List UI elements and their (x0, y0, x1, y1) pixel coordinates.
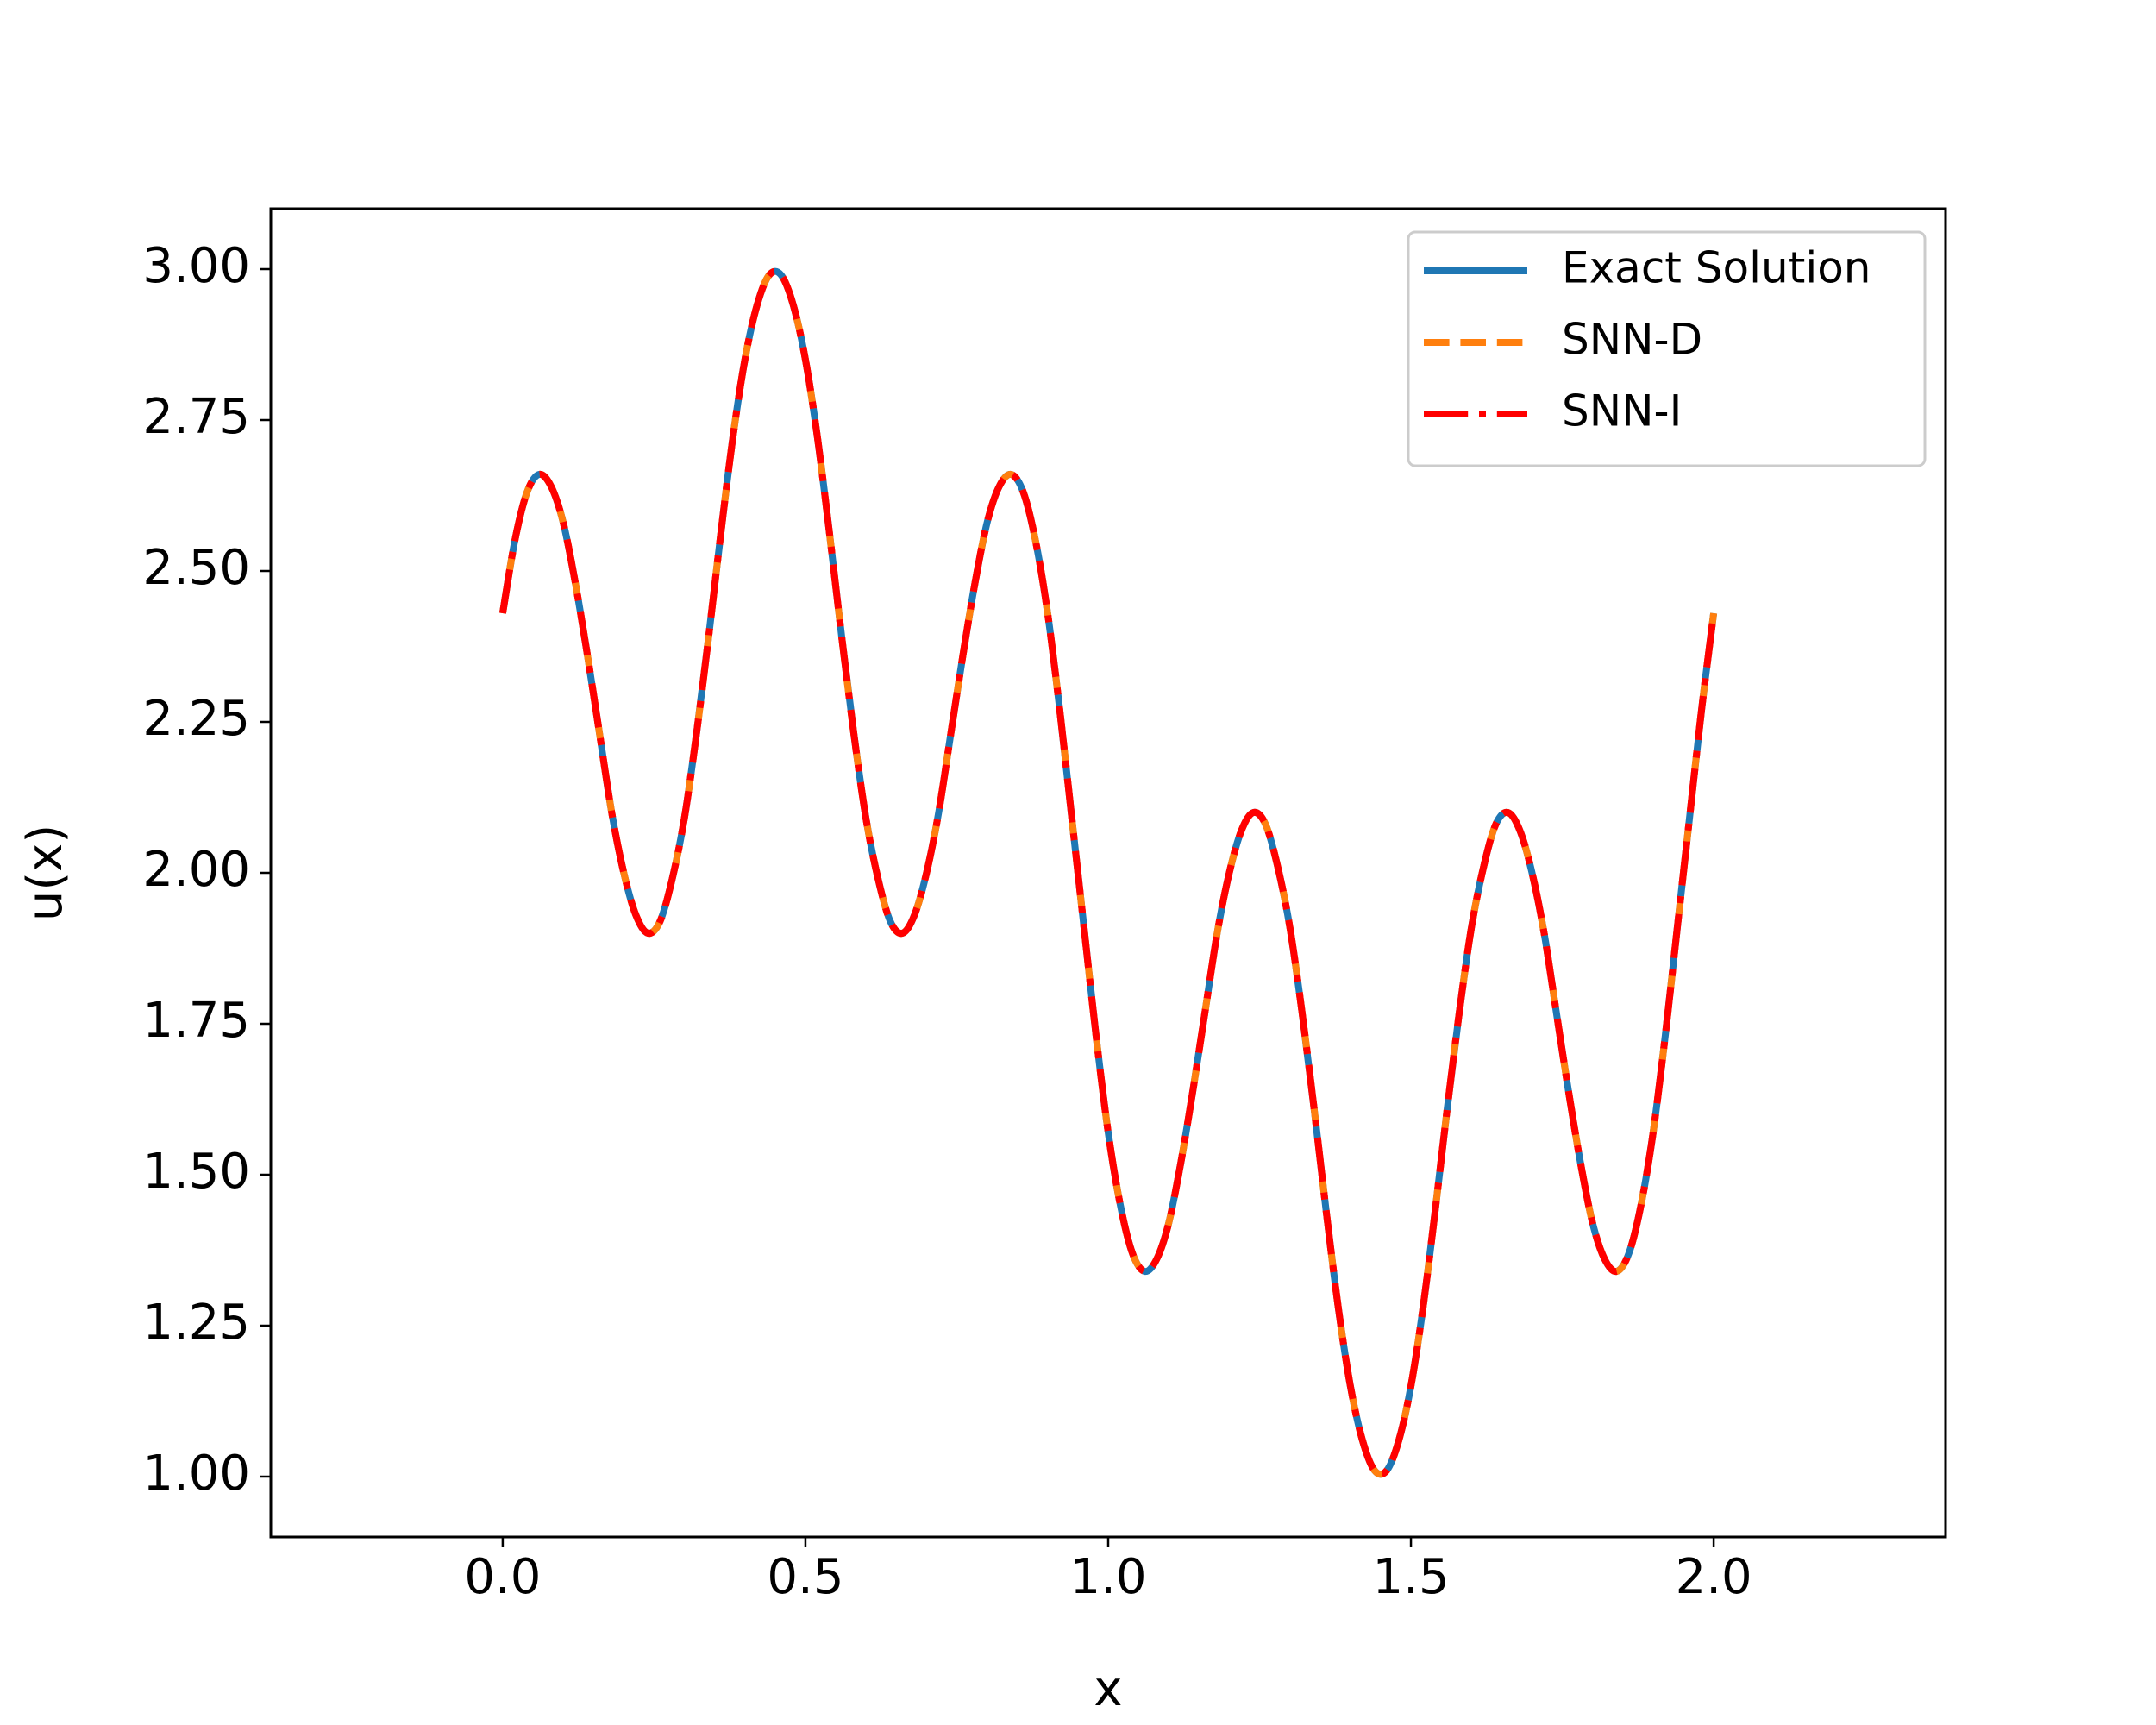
legend: Exact Solution SNN-D SNN-I (1407, 230, 1927, 467)
y-tick-label: 2.75 (142, 389, 250, 445)
x-axis-label: x (1094, 1661, 1122, 1717)
y-axis-label: u(x) (17, 825, 73, 921)
x-tick-label: 0.0 (464, 1549, 541, 1605)
y-tick-label: 1.25 (142, 1295, 250, 1351)
x-tick-label: 0.5 (767, 1549, 843, 1605)
legend-label: SNN-D (1562, 315, 1702, 365)
legend-box (1407, 230, 1927, 467)
y-tick-label: 2.00 (142, 842, 250, 898)
x-tick-label: 1.5 (1373, 1549, 1450, 1605)
y-tick-label: 1.75 (142, 993, 250, 1049)
x-tick-label: 1.0 (1069, 1549, 1146, 1605)
series-line (498, 267, 1718, 1478)
plot-frame (269, 207, 1947, 1539)
legend-label: Exact Solution (1562, 243, 1871, 293)
y-tick-label: 2.50 (142, 540, 250, 596)
x-tick-label: 2.0 (1676, 1549, 1752, 1605)
y-tick-label: 3.00 (142, 238, 250, 294)
y-tick-label: 1.00 (142, 1446, 250, 1502)
y-tick-label: 2.25 (142, 691, 250, 747)
y-tick-label: 1.50 (142, 1144, 250, 1200)
legend-label: SNN-I (1562, 386, 1682, 436)
